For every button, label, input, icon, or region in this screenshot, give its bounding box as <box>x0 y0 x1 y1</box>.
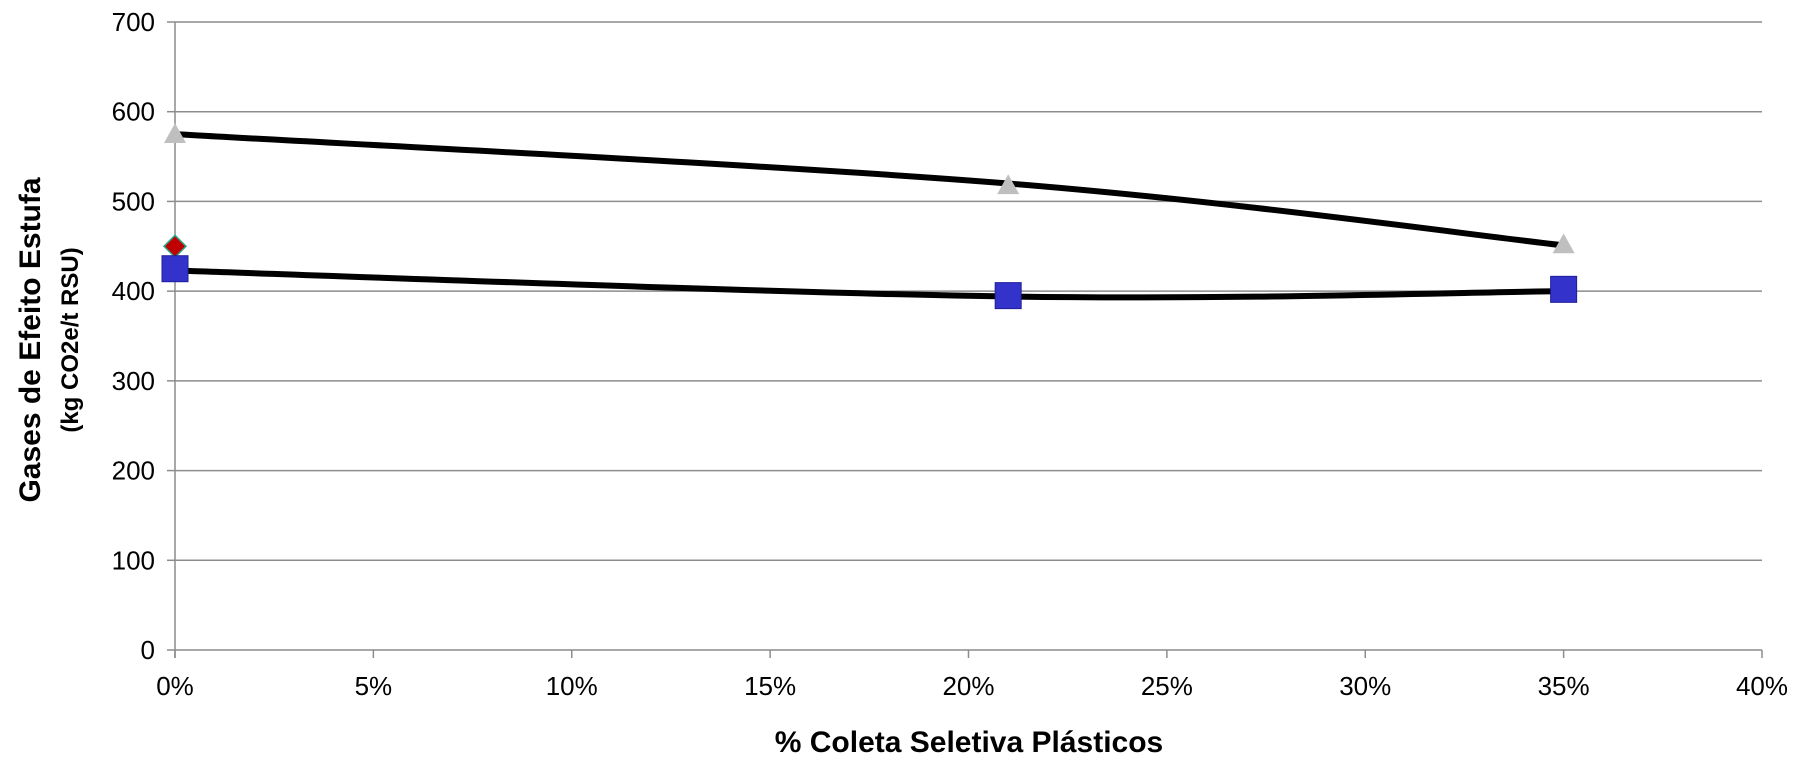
trendline-series-3 <box>174 267 1564 301</box>
triangle-point <box>1552 233 1575 254</box>
x-tick-label: 20% <box>942 671 994 701</box>
x-tick-label: 25% <box>1141 671 1193 701</box>
y-tick-label: 600 <box>112 97 155 127</box>
x-axis-title: % Coleta Seletiva Plásticos <box>775 726 1164 758</box>
x-tick-label: 30% <box>1339 671 1391 701</box>
x-tick-label: 15% <box>744 671 796 701</box>
x-tick-label: 0% <box>156 671 194 701</box>
x-tick-label: 10% <box>546 671 598 701</box>
trendlines <box>174 131 1564 301</box>
axes <box>167 21 1763 658</box>
y-tick-label: 0 <box>141 635 155 665</box>
triangle-point <box>164 123 186 143</box>
square-point <box>161 255 189 283</box>
x-tick-labels: 0% 5% 10% 15% 20% 25% 30% 35% 40% <box>156 671 1788 701</box>
y-tick-label: 100 <box>112 545 155 575</box>
data-points <box>161 123 1578 310</box>
triangle-point <box>997 174 1020 195</box>
x-tick-label: 5% <box>355 671 393 701</box>
y-axis-title: Gases de Efeito Estufa <box>14 177 47 502</box>
y-tick-label: 400 <box>112 276 155 306</box>
y-tick-labels: 0 100 200 300 400 500 600 700 <box>112 7 155 665</box>
trendline-series-1 <box>174 131 1564 249</box>
y-tick-label: 700 <box>112 7 155 37</box>
y-tick-label: 500 <box>112 186 155 216</box>
y-axis-subtitle: (kg CO2e/t RSU) <box>57 247 84 432</box>
y-tick-label: 300 <box>112 366 155 396</box>
x-tick-label: 35% <box>1538 671 1590 701</box>
square-point <box>1550 275 1578 303</box>
diamond-point <box>162 234 188 259</box>
x-tick-label: 40% <box>1736 671 1788 701</box>
square-point <box>994 282 1022 310</box>
y-tick-label: 200 <box>112 456 155 486</box>
gridlines <box>175 21 1762 562</box>
